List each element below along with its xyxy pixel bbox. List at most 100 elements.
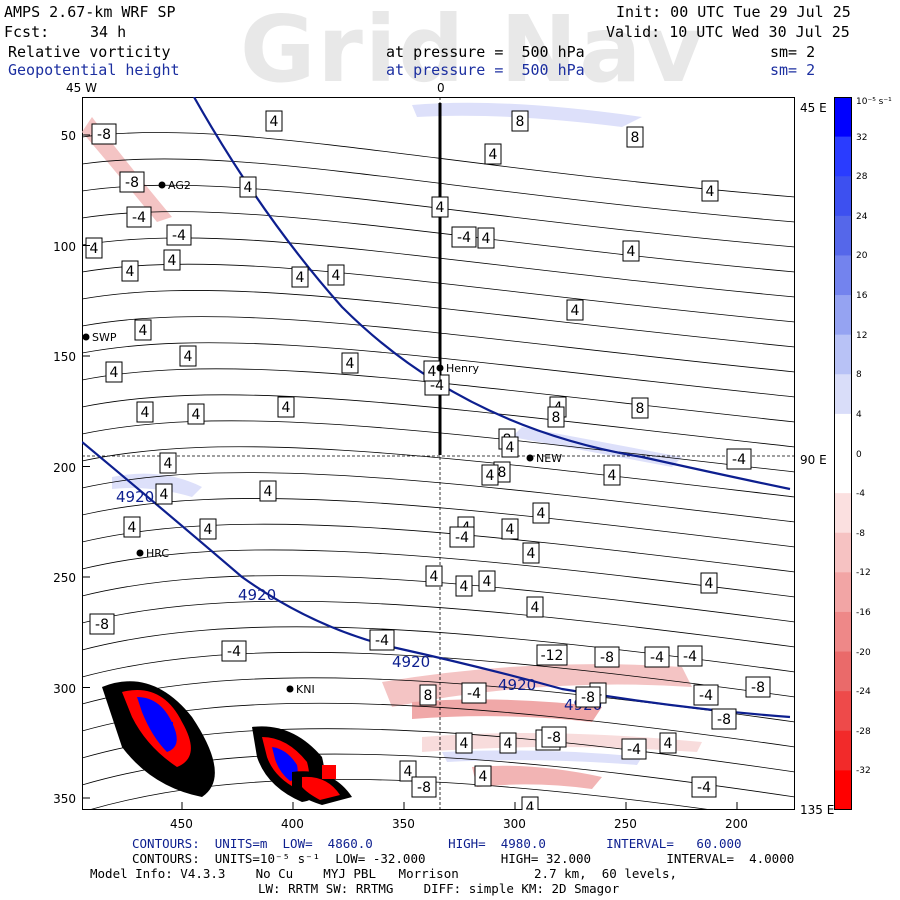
vorticity-contour-label: 4: [187, 403, 205, 425]
svg-text:4: 4: [346, 356, 355, 372]
colorbar-segment: [834, 136, 852, 177]
vorticity-contour-line: [82, 237, 795, 298]
colorbar-segment: [834, 97, 852, 138]
field2-smoothing: sm= 2: [770, 61, 816, 79]
svg-text:4: 4: [204, 522, 213, 538]
vorticity-contour-label: 4: [701, 180, 719, 202]
station-marker: KNI: [286, 683, 315, 696]
colorbar-label: 20: [856, 251, 868, 262]
svg-text:-8: -8: [600, 650, 614, 666]
y-tick-label: 100: [53, 239, 76, 254]
svg-text:HRC: HRC: [146, 547, 169, 560]
vorticity-contour-label: -8: [119, 171, 145, 193]
svg-text:-4: -4: [732, 452, 746, 468]
svg-text:4: 4: [160, 487, 169, 503]
svg-text:4: 4: [90, 241, 99, 257]
vorticity-contour-line: [82, 472, 795, 523]
vorticity-contour-label: 4: [478, 570, 496, 592]
vorticity-contour-line: [82, 184, 795, 248]
svg-text:-4: -4: [627, 742, 641, 758]
colorbar-segment: [834, 255, 852, 296]
colorbar: [834, 97, 852, 810]
svg-text:8: 8: [498, 465, 507, 481]
height-contour-label: 4920: [392, 653, 430, 671]
vorticity-contour-label: 4: [481, 464, 499, 486]
vorticity-contour-label: 4: [659, 732, 677, 754]
vorticity-contour-line: [82, 394, 795, 448]
colorbar-segment: [834, 295, 852, 336]
svg-text:8: 8: [424, 688, 433, 704]
vorticity-contour-label: 4: [179, 345, 197, 367]
meridian-label-45e: 45 E: [800, 101, 827, 115]
topography-vorticity-blob: [272, 747, 298, 781]
station-marker: NEW: [526, 452, 562, 465]
svg-text:-8: -8: [751, 680, 765, 696]
colorbar-label: -28: [856, 726, 871, 737]
svg-text:-4: -4: [683, 649, 697, 665]
colorbar-label: -8: [856, 528, 865, 539]
vorticity-contour-label: 4: [700, 572, 718, 594]
vorticity-contour-label: -8: [594, 646, 620, 668]
svg-text:4: 4: [483, 574, 492, 590]
vorticity-contour-line: [82, 316, 795, 373]
svg-text:4: 4: [482, 231, 491, 247]
svg-text:4: 4: [479, 769, 488, 785]
vorticity-contour-label: 4: [277, 396, 295, 418]
vorticity-contour-label: -8: [711, 708, 737, 730]
vorticity-contour-line: [82, 549, 795, 598]
svg-text:4: 4: [164, 456, 173, 472]
vorticity-contour-line: [82, 600, 795, 648]
colorbar-label: 32: [856, 132, 868, 143]
svg-text:-4: -4: [227, 644, 241, 660]
vorticity-contour-line: [82, 498, 795, 548]
colorbar-segment: [834, 572, 852, 613]
vorticity-contour-line: [87, 779, 715, 810]
y-tick-label: 250: [53, 571, 76, 585]
svg-text:4: 4: [270, 114, 279, 130]
colorbar-label: 28: [856, 172, 868, 183]
vorticity-contour-label: 4: [431, 196, 449, 218]
vorticity-contour-label: 4: [327, 264, 345, 286]
colorbar-segment: [834, 730, 852, 771]
svg-text:-8: -8: [581, 690, 595, 706]
svg-text:NEW: NEW: [536, 452, 562, 465]
field2-name: Geopotential height: [8, 61, 180, 79]
vorticity-contour-label: 4: [291, 266, 309, 288]
vorticity-contour-label: 4: [399, 760, 417, 782]
svg-text:AG2: AG2: [168, 179, 191, 192]
vorticity-contour-label: 4: [501, 518, 519, 540]
colorbar-segment: [834, 493, 852, 534]
colorbar-segment: [834, 453, 852, 494]
topography-vorticity-blob: [137, 697, 177, 752]
colorbar-label: -20: [856, 647, 871, 658]
svg-text:-8: -8: [97, 127, 111, 143]
vorticity-contour-label: 4: [532, 502, 550, 524]
vorticity-contour-label: 4: [522, 542, 540, 564]
meridian-label-135e: 135 E: [800, 803, 835, 817]
svg-text:-4: -4: [455, 530, 469, 546]
svg-text:4: 4: [460, 736, 469, 752]
vorticity-contour-label: -8: [411, 776, 437, 798]
svg-text:4: 4: [332, 268, 341, 284]
colorbar-label: -4: [856, 489, 865, 500]
svg-text:4: 4: [430, 569, 439, 585]
meridian-label-90e: 90 E: [800, 453, 827, 467]
colorbar-segment: [834, 374, 852, 415]
forecast-label: Fcst:: [4, 23, 50, 41]
x-tick-label: 350: [392, 817, 415, 831]
svg-text:-8: -8: [95, 617, 109, 633]
svg-text:8: 8: [552, 410, 561, 426]
x-tick-label: 250: [614, 817, 637, 831]
vorticity-contour-label: 4: [239, 176, 257, 198]
colorbar-label: -12: [856, 568, 871, 579]
field1-pressure: at pressure = 500 hPa: [386, 43, 585, 61]
svg-text:4: 4: [460, 579, 469, 595]
y-tick-label: 350: [53, 792, 76, 806]
vorticity-contour-label: 8: [631, 397, 649, 419]
svg-text:-12: -12: [541, 648, 564, 664]
vorticity-contour-line: [82, 290, 795, 348]
colorbar-segment: [834, 334, 852, 375]
svg-text:-4: -4: [650, 650, 664, 666]
vorticity-contour-label: -8: [575, 686, 601, 708]
field1-name: Relative vorticity: [8, 43, 171, 61]
